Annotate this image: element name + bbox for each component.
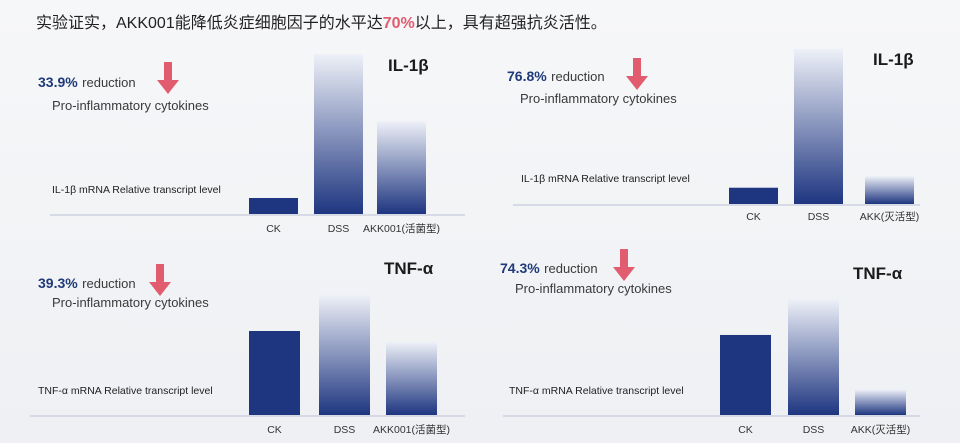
x-tick-label: DSS [334,424,356,436]
bar-ck [249,331,300,415]
chart-title: IL-1β [873,50,914,69]
reduction-percent: 39.3% [38,275,78,291]
x-tick-label: DSS [328,223,350,235]
bar-dss [788,299,839,415]
bar-akk [865,176,914,204]
chart-subtitle: Pro-inflammatory cytokines [52,98,209,113]
bar-akk [855,389,906,415]
y-axis-label: TNF-α mRNA Relative transcript level [509,385,684,397]
bar-chart: CK DSS AKK(灭活型) [503,249,920,436]
headline-suffix: 以上，具有超强抗炎活性。 [414,15,607,32]
reduction-label: reduction [544,261,598,276]
bar-chart: CK DSS AKK001(活菌型) [30,264,465,436]
down-arrow-icon [626,58,648,90]
chart-subtitle: Pro-inflammatory cytokines [515,281,672,296]
x-tick-label: CK [266,223,281,235]
chart-panel-il1b-inactive: 76.8% reduction Pro-inflammatory cytokin… [485,42,955,242]
y-axis-label: TNF-α mRNA Relative transcript level [38,385,213,397]
chart-panel-tnfa-live: 39.3% reduction Pro-inflammatory cytokin… [0,242,470,442]
reduction-stat: 39.3% reduction [38,275,136,293]
reduction-label: reduction [82,276,136,291]
reduction-label: reduction [551,69,605,84]
bar-akk001 [377,121,426,214]
x-tick-label: AKK(灭活型) [860,210,920,223]
x-tick-label: CK [267,424,282,436]
x-tick-label: CK [738,424,753,436]
chart-subtitle: Pro-inflammatory cytokines [52,295,209,310]
down-arrow-icon [157,62,179,94]
down-arrow-icon [613,249,635,281]
reduction-percent: 76.8% [507,68,547,84]
bar-chart: CK DSS AKK(灭活型) [513,49,920,223]
x-tick-label: DSS [803,424,825,436]
bar-ck [249,198,298,214]
headline-highlight: 70% [382,15,415,32]
down-arrow-icon [149,264,171,296]
headline-prefix: 实验证实，AKK001能降低炎症细胞因子的水平达 [36,15,383,32]
reduction-percent: 33.9% [38,74,78,90]
bar-dss [314,54,363,214]
x-tick-label: AKK(灭活型) [851,423,911,436]
chart-title: TNF-α [384,259,434,278]
reduction-stat: 33.9% reduction [38,74,136,92]
reduction-percent: 74.3% [500,260,540,276]
x-tick-label: AKK001(活菌型) [363,222,440,235]
reduction-label: reduction [82,75,136,90]
bar-ck [729,187,778,204]
x-tick-label: CK [746,211,761,223]
bar-akk001 [386,341,437,415]
bar-dss [794,49,843,204]
bar-dss [319,295,370,415]
chart-subtitle: Pro-inflammatory cytokines [520,91,677,106]
y-axis-label: IL-1β mRNA Relative transcript level [52,184,221,196]
reduction-stat: 74.3% reduction [500,260,598,278]
chart-panel-tnfa-inactive: 74.3% reduction Pro-inflammatory cytokin… [485,242,955,442]
chart-title: TNF-α [853,264,903,283]
chart-title: IL-1β [388,56,429,75]
x-tick-label: DSS [808,211,830,223]
reduction-stat: 76.8% reduction [507,68,605,86]
headline: 实验证实，AKK001能降低炎症细胞因子的水平达70%以上，具有超强抗炎活性。 [36,9,607,33]
bar-chart: CK DSS AKK001(活菌型) [50,54,465,235]
chart-panel-il1b-live: 33.9% reduction Pro-inflammatory cytokin… [0,42,470,242]
bar-ck [720,334,771,415]
y-axis-label: IL-1β mRNA Relative transcript level [521,173,690,185]
x-tick-label: AKK001(活菌型) [373,423,450,436]
